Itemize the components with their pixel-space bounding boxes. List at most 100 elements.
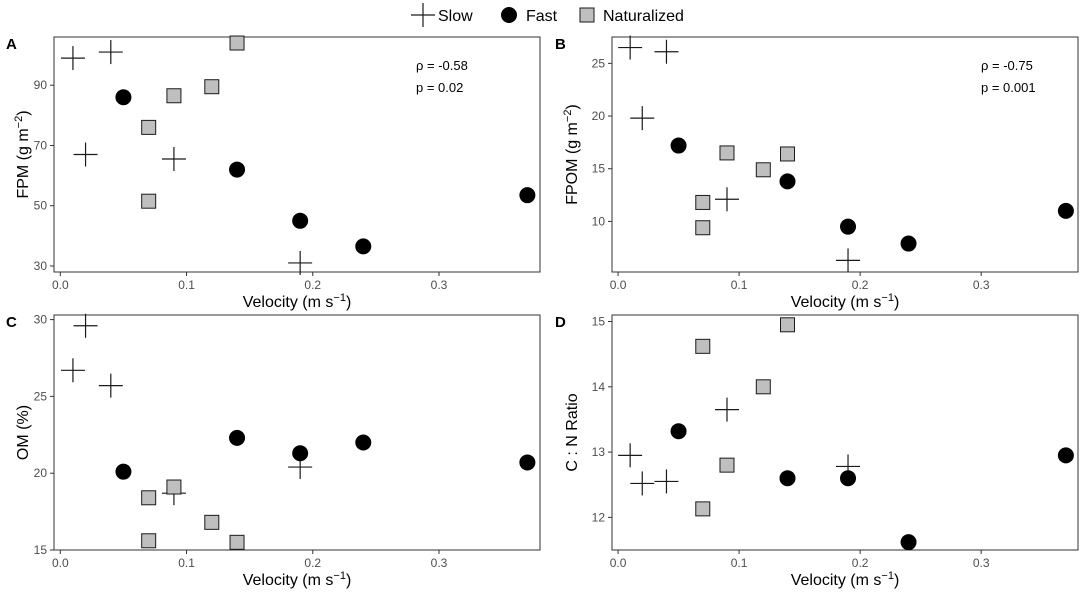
panel-b: B 0.0 0.1 0.2 0.3 10 15 20 25 Velocity (m s−1) FPO… — [555, 35, 1079, 311]
panel-a-point-fast-3 — [355, 238, 372, 255]
panels: A 0.0 0.1 0.2 0.3 30 50 70 90 Velocity (m s−1) FPM… — [6, 35, 1079, 589]
panel-b-ytick-label-3: 25 — [592, 56, 606, 70]
legend-label-slow: Slow — [438, 8, 473, 25]
panel-c-point-slow-2 — [98, 373, 123, 398]
panel-a-ytick-label-2: 70 — [34, 138, 48, 152]
panel-c-point-slow-0 — [73, 313, 98, 338]
legend-marker-fast — [501, 7, 517, 23]
panel-a-point-naturalized-0 — [229, 35, 245, 51]
panel-b-frame — [611, 36, 1079, 273]
panel-c-point-naturalized-2 — [204, 514, 220, 530]
panel-c-ytick-label-2: 25 — [34, 389, 48, 403]
panel-a-point-fast-1 — [229, 161, 246, 178]
panel-d-xtick-label-3: 0.3 — [973, 556, 990, 570]
panel-d-letter: D — [555, 314, 566, 331]
legend-marker-naturalized — [579, 7, 595, 23]
panel-b-point-slow-0 — [618, 35, 643, 60]
panel-d-xtick-label-1: 0.1 — [731, 556, 748, 570]
panel-a-x-axis-title: Velocity (m s−1) — [243, 292, 352, 311]
legend-entry-fast: Fast — [501, 7, 558, 25]
panel-d-xtick-label-0: 0.0 — [610, 556, 627, 570]
panel-c-point-fast-1 — [229, 429, 246, 446]
panel-c: C 0.0 0.1 0.2 0.3 15 20 25 30 Velocity (m s−1) OM … — [6, 313, 541, 589]
panel-c-point-fast-0 — [115, 463, 132, 480]
panel-d-point-fast-1 — [779, 470, 796, 487]
panel-a-frame — [53, 36, 541, 273]
panel-a-point-slow-4 — [288, 250, 313, 275]
panel-c-ytick-label-1: 20 — [34, 466, 48, 480]
panel-b-point-naturalized-3 — [695, 194, 711, 210]
panel-a-letter: A — [6, 36, 17, 53]
legend-label-naturalized: Naturalized — [603, 8, 684, 25]
panel-a-p-label: p = 0.02 — [416, 80, 463, 95]
panel-b-letter: B — [555, 36, 566, 53]
panel-b-point-slow-1 — [654, 39, 679, 64]
panel-b-point-naturalized-2 — [755, 162, 771, 178]
legend-label-fast: Fast — [526, 8, 558, 25]
panel-b-ytick-label-0: 10 — [592, 214, 606, 228]
panel-d-point-fast-2 — [840, 470, 857, 487]
panel-d-point-slow-0 — [618, 443, 643, 468]
panel-d-point-slow-3 — [714, 397, 739, 422]
panel-a-point-fast-2 — [292, 212, 309, 229]
panel-b-p-label: p = 0.001 — [981, 80, 1036, 95]
panel-b-point-naturalized-4 — [695, 220, 711, 236]
panel-a-point-naturalized-2 — [166, 88, 182, 104]
panel-d-ytick-label-2: 14 — [592, 380, 606, 394]
panel-b-ytick-label-2: 20 — [592, 109, 606, 123]
panel-d-point-naturalized-2 — [755, 379, 771, 395]
panel-b-point-naturalized-0 — [719, 145, 735, 161]
panel-a-point-slow-3 — [161, 147, 186, 172]
panel-b-rho-label: ρ = -0.75 — [981, 58, 1033, 73]
panel-a-point-fast-4 — [519, 187, 536, 204]
panel-d-frame — [611, 314, 1079, 551]
panel-c-ytick-label-0: 15 — [34, 543, 48, 557]
panel-c-point-naturalized-3 — [141, 533, 157, 549]
panel-b-xtick-label-1: 0.1 — [731, 278, 748, 292]
panel-d-point-fast-4 — [1057, 447, 1074, 464]
panel-c-point-fast-2 — [292, 445, 309, 462]
panel-d-ytick-label-3: 15 — [592, 315, 606, 329]
panel-d-point-fast-0 — [670, 423, 687, 440]
panel-c-xtick-label-0: 0.0 — [52, 556, 69, 570]
panel-d-point-fast-3 — [900, 534, 917, 551]
panel-c-xtick-label-2: 0.2 — [304, 556, 321, 570]
panel-a-rho-label: ρ = -0.58 — [416, 58, 468, 73]
panel-a-xtick-label-0: 0.0 — [52, 278, 69, 292]
panel-a-point-slow-0 — [60, 46, 85, 71]
legend-marker-slow — [411, 3, 435, 27]
panel-b-point-fast-2 — [840, 218, 857, 235]
panel-a-ytick-label-3: 90 — [34, 78, 48, 92]
panel-b-xtick-label-2: 0.2 — [852, 278, 869, 292]
panel-b-point-fast-3 — [900, 235, 917, 252]
panel-a-xtick-label-1: 0.1 — [178, 278, 195, 292]
panel-d-point-slow-2 — [654, 469, 679, 494]
panel-d-x-axis-title: Velocity (m s−1) — [791, 570, 900, 589]
panel-b-point-slow-3 — [714, 187, 739, 212]
panel-c-xtick-label-3: 0.3 — [431, 556, 448, 570]
panel-a-point-fast-0 — [115, 89, 132, 106]
panel-a-y-axis-title: FPM (g m−2) — [13, 110, 32, 198]
panel-d-ytick-label-0: 12 — [592, 510, 606, 524]
panel-d-y-axis-title: C : N Ratio — [564, 393, 581, 471]
panel-a-xtick-label-2: 0.2 — [304, 278, 321, 292]
panel-b-x-axis-title: Velocity (m s−1) — [791, 292, 900, 311]
panel-d-point-naturalized-1 — [695, 338, 711, 354]
panel-b-xtick-label-3: 0.3 — [973, 278, 990, 292]
panel-a-point-naturalized-1 — [204, 79, 220, 95]
panel-b-point-slow-4 — [836, 248, 861, 273]
panel-d: D 0.0 0.1 0.2 0.3 12 13 14 15 Velocity (m s−1) C :… — [555, 314, 1079, 589]
panel-b-point-slow-2 — [630, 106, 655, 131]
panel-b-xtick-label-0: 0.0 — [610, 278, 627, 292]
panel-c-xtick-label-1: 0.1 — [178, 556, 195, 570]
panel-a-point-slow-2 — [73, 142, 98, 167]
panel-a-ytick-label-1: 50 — [34, 199, 48, 213]
panel-c-point-naturalized-4 — [229, 534, 245, 550]
panel-a-point-slow-1 — [98, 40, 123, 65]
panel-a-ytick-label-0: 30 — [34, 259, 48, 273]
legend: Slow Fast Naturalized — [411, 3, 684, 27]
panel-c-point-fast-4 — [519, 454, 536, 471]
legend-entry-naturalized: Naturalized — [579, 7, 684, 25]
panel-b-ytick-label-1: 15 — [592, 162, 606, 176]
